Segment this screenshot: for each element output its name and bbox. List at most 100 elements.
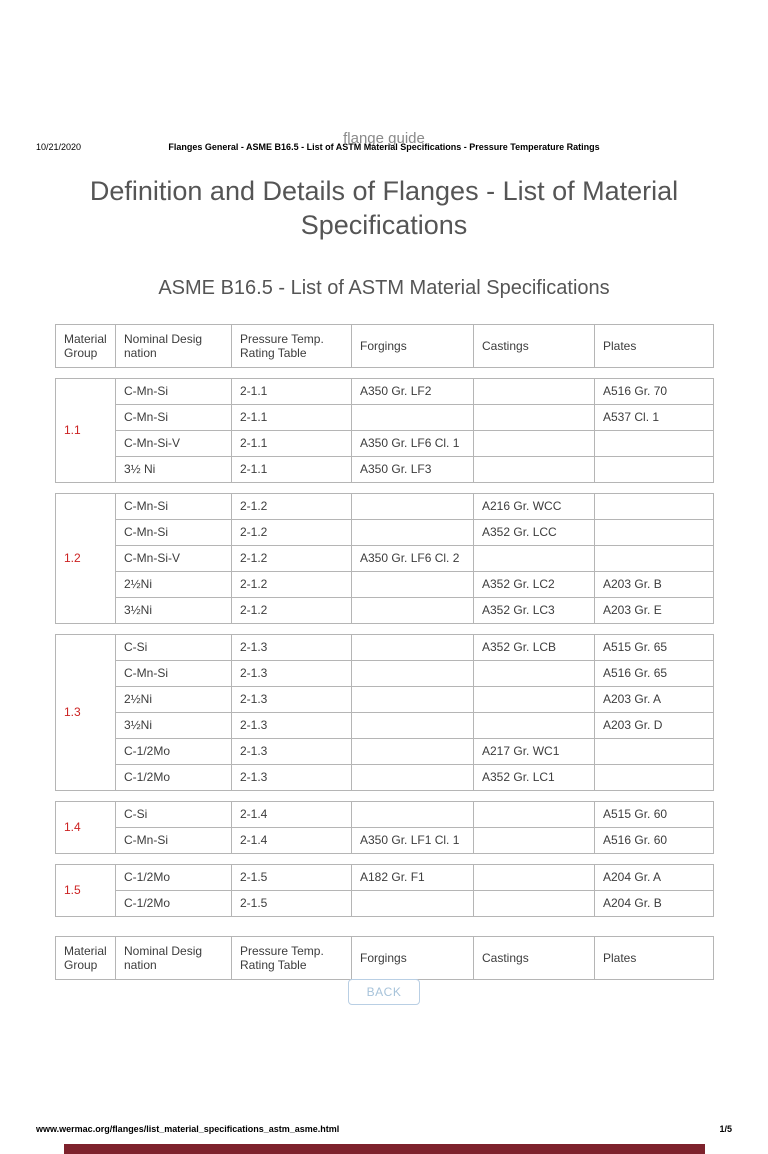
column-header-table: Material Group Nominal Desig nation Pressu… bbox=[55, 935, 714, 980]
next-page-edge bbox=[64, 1144, 705, 1154]
table-cell: 2-1.5 bbox=[231, 889, 352, 917]
table-cell: C-Mn-Si bbox=[115, 377, 232, 405]
column-header-table: Material Group Nominal Desig nation Pressu… bbox=[55, 323, 714, 368]
table-row: 1.2 C-Mn-Si 2-1.2 A216 Gr. WCC bbox=[55, 492, 714, 624]
table-cell bbox=[594, 492, 714, 520]
table-cell bbox=[351, 685, 474, 713]
table-row: C-Mn-Si 2-1.2 A352 Gr. LCC bbox=[56, 518, 714, 546]
column-header: Material Group bbox=[55, 323, 116, 368]
table-cell: C-Mn-Si bbox=[115, 403, 232, 431]
column-header: Forgings bbox=[351, 323, 474, 368]
table-row: C-Mn-Si-V 2-1.2 A350 Gr. LF6 Cl. 2 bbox=[56, 544, 714, 572]
table-cell: 2½Ni bbox=[115, 685, 232, 713]
footer-page-number: 1/5 bbox=[719, 1124, 732, 1134]
table-cell: A352 Gr. LC2 bbox=[473, 570, 595, 598]
table-cell: C-Si bbox=[115, 800, 232, 828]
table-cell: A352 Gr. LC3 bbox=[473, 596, 595, 624]
table-cell: A516 Gr. 60 bbox=[594, 826, 714, 854]
print-title: Flanges General - ASME B16.5 - List of A… bbox=[168, 142, 600, 152]
print-footer: www.wermac.org/flanges/list_material_spe… bbox=[36, 1124, 732, 1134]
table-cell: A515 Gr. 60 bbox=[594, 800, 714, 828]
table-cell: A204 Gr. A bbox=[594, 863, 714, 891]
group-table-1.2: 1.2 C-Mn-Si 2-1.2 A216 Gr. WCC C-Mn-Si 2-1.2 A… bbox=[55, 492, 714, 624]
material-specifications-tables: Material Group Nominal Desig nation Pressu… bbox=[55, 323, 714, 980]
table-cell: 2-1.3 bbox=[231, 659, 352, 687]
table-cell bbox=[351, 800, 474, 828]
table-row: 3½Ni 2-1.2 A352 Gr. LC3 A203 Gr. E bbox=[56, 596, 714, 624]
table-cell: 2-1.2 bbox=[231, 570, 352, 598]
table-row: 1.1 C-Mn-Si 2-1.1 A350 Gr. LF2 A516 Gr. 70 bbox=[55, 377, 714, 483]
header-row: Material Group Nominal Desig nation Pressu… bbox=[55, 935, 714, 980]
table-row: 3½ Ni 2-1.1 A350 Gr. LF3 bbox=[56, 455, 714, 483]
table-cell: 2-1.2 bbox=[231, 596, 352, 624]
table-cell: C-Mn-Si-V bbox=[115, 429, 232, 457]
table-cell bbox=[473, 711, 595, 739]
table-cell: 2-1.1 bbox=[231, 403, 352, 431]
table-cell: A350 Gr. LF6 Cl. 2 bbox=[351, 544, 474, 572]
table-cell bbox=[473, 800, 595, 828]
table-cell: A352 Gr. LC1 bbox=[473, 763, 595, 791]
group-table-1.3: 1.3 C-Si 2-1.3 A352 Gr. LCB A515 Gr. 65 C-Mn-… bbox=[55, 633, 714, 791]
table-cell: C-Mn-Si bbox=[115, 492, 232, 520]
section-title: ASME B16.5 - List of ASTM Material Speci… bbox=[158, 276, 610, 299]
header-row: Material Group Nominal Desig nation Pressu… bbox=[55, 323, 714, 368]
table-row: C-Mn-Si 2-1.1 A537 Cl. 1 bbox=[56, 403, 714, 431]
group-number: 1.4 bbox=[55, 800, 116, 854]
back-button[interactable]: BACK bbox=[347, 978, 421, 1005]
column-header: Forgings bbox=[351, 935, 474, 980]
table-cell bbox=[473, 455, 595, 483]
table-cell: A516 Gr. 65 bbox=[594, 659, 714, 687]
table-row: 2½Ni 2-1.2 A352 Gr. LC2 A203 Gr. B bbox=[56, 570, 714, 598]
table-cell bbox=[351, 737, 474, 765]
table-cell: 2-1.3 bbox=[231, 685, 352, 713]
table-cell: C-Mn-Si bbox=[115, 518, 232, 546]
table-cell: A537 Cl. 1 bbox=[594, 403, 714, 431]
group-number: 1.2 bbox=[55, 492, 116, 624]
table-row: C-Mn-Si 2-1.4 A350 Gr. LF1 Cl. 1 A516 Gr. 6… bbox=[56, 826, 714, 854]
table-cell: A350 Gr. LF2 bbox=[351, 377, 474, 405]
table-cell: 2-1.4 bbox=[231, 826, 352, 854]
table-cell bbox=[473, 889, 595, 917]
table-cell bbox=[473, 659, 595, 687]
group-table-1.4: 1.4 C-Si 2-1.4 A515 Gr. 60 C-Mn-Si 2-1.4 A350 … bbox=[55, 800, 714, 854]
table-row: C-Mn-Si-V 2-1.1 A350 Gr. LF6 Cl. 1 bbox=[56, 429, 714, 457]
table-cell bbox=[473, 429, 595, 457]
table-cell: 2-1.2 bbox=[231, 518, 352, 546]
table-cell: A515 Gr. 65 bbox=[594, 633, 714, 661]
group-table-1.1: 1.1 C-Mn-Si 2-1.1 A350 Gr. LF2 A516 Gr. 70 C-… bbox=[55, 377, 714, 483]
table-cell: 2-1.2 bbox=[231, 544, 352, 572]
table-cell: A182 Gr. F1 bbox=[351, 863, 474, 891]
group-number: 1.1 bbox=[55, 377, 116, 483]
table-row: C-1/2Mo 2-1.3 A352 Gr. LC1 bbox=[56, 763, 714, 791]
table-row: 2½Ni 2-1.3 A203 Gr. A bbox=[56, 685, 714, 713]
table-cell: A350 Gr. LF1 Cl. 1 bbox=[351, 826, 474, 854]
column-header: Material Group bbox=[55, 935, 116, 980]
table-cell: A216 Gr. WCC bbox=[473, 492, 595, 520]
page-title: Definition and Details of Flanges - List… bbox=[89, 176, 679, 240]
table-row: C-1/2Mo 2-1.5 A204 Gr. B bbox=[56, 889, 714, 917]
table-cell: A516 Gr. 70 bbox=[594, 377, 714, 405]
column-header: Castings bbox=[473, 323, 595, 368]
table-row: 3½Ni 2-1.3 A203 Gr. D bbox=[56, 711, 714, 739]
table-cell: A350 Gr. LF6 Cl. 1 bbox=[351, 429, 474, 457]
column-header: Castings bbox=[473, 935, 595, 980]
print-header: 10/21/2020 Flanges General - ASME B16.5 … bbox=[36, 142, 732, 154]
column-header: Pressure Temp. Rating Table bbox=[231, 323, 352, 368]
table-cell bbox=[594, 518, 714, 546]
page-content: flange guide Definition and Details of F… bbox=[0, 130, 768, 1005]
table-cell: 2-1.4 bbox=[231, 800, 352, 828]
table-cell: 3½Ni bbox=[115, 596, 232, 624]
table-cell bbox=[351, 518, 474, 546]
table-row: C-Mn-Si 2-1.3 A516 Gr. 65 bbox=[56, 659, 714, 687]
table-row: 1.3 C-Si 2-1.3 A352 Gr. LCB A515 Gr. 65 bbox=[55, 633, 714, 791]
table-cell bbox=[473, 685, 595, 713]
table-cell: 2-1.3 bbox=[231, 711, 352, 739]
print-date: 10/21/2020 bbox=[36, 142, 82, 152]
table-cell: A352 Gr. LCC bbox=[473, 518, 595, 546]
table-cell bbox=[473, 863, 595, 891]
table-cell: C-Mn-Si-V bbox=[115, 544, 232, 572]
table-cell: 2½Ni bbox=[115, 570, 232, 598]
table-cell bbox=[473, 403, 595, 431]
table-cell bbox=[594, 737, 714, 765]
table-cell bbox=[473, 826, 595, 854]
